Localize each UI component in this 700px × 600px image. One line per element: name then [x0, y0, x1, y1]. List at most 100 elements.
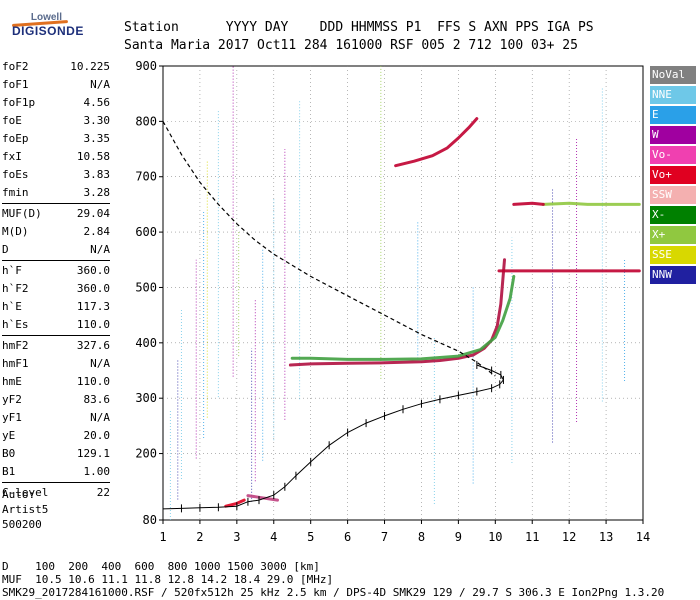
param-separator: [2, 482, 110, 483]
param-label: hmF2: [2, 339, 29, 352]
param-value: 3.28: [83, 186, 111, 199]
y-tick-label: 300: [135, 391, 157, 405]
param-value: 4.56: [83, 96, 111, 109]
param-label: B0: [2, 447, 16, 460]
auto-program: Artist5: [2, 503, 49, 516]
param-row: fxI 10.58: [2, 148, 110, 166]
header-line-labels: Station YYYY DAY DDD HHMMSS P1 FFS S AXN…: [124, 20, 594, 35]
muf-curve: [162, 121, 496, 377]
autoscaling-info: Auto: Artist5 500200: [2, 487, 48, 532]
param-row: foF1p 4.56: [2, 94, 110, 112]
param-row: B1 1.00: [2, 463, 110, 481]
direction-legend: NoVal NNE E W Vo- Vo+ SSW X- X+ SSE NNW: [650, 66, 696, 286]
legend-item-nne: NNE: [650, 86, 696, 104]
param-value: 360.0: [76, 282, 110, 295]
footer-info: D 100 200 400 600 800 1000 1500 3000 [km…: [2, 560, 664, 599]
param-row: foEp 3.35: [2, 130, 110, 148]
param-row: hmF2 327.6: [2, 337, 110, 355]
param-separator: [2, 335, 110, 336]
param-value: N/A: [90, 243, 110, 256]
legend-item-noval: NoVal: [650, 66, 696, 84]
param-row: h`F 360.0: [2, 262, 110, 280]
lowell-digisonde-logo: Lowell DIGISONDE: [6, 8, 83, 40]
param-value: 20.0: [83, 429, 111, 442]
param-label: D: [2, 243, 9, 256]
param-value: 29.04: [76, 207, 110, 220]
param-label: foE: [2, 114, 22, 127]
x-tick-label: 12: [562, 530, 576, 544]
param-value: N/A: [90, 411, 110, 424]
header-line-values: Santa Maria 2017 Oct11 284 161000 RSF 00…: [124, 38, 578, 53]
param-label: h`E: [2, 300, 22, 313]
legend-item-sse: SSE: [650, 246, 696, 264]
param-value: 129.1: [76, 447, 110, 460]
y-tick-label: 500: [135, 280, 157, 294]
param-row: hmE 110.0: [2, 373, 110, 391]
y-tick-label: 80: [143, 513, 157, 527]
x-tick-label: 6: [344, 530, 351, 544]
plot-frame: [162, 65, 644, 521]
param-label: h`F: [2, 264, 22, 277]
param-row: B0 129.1: [2, 445, 110, 463]
y-tick-label: 400: [135, 336, 157, 350]
logo-digisonde-text: DIGISONDE: [12, 24, 84, 38]
echo-trace-2: [394, 117, 479, 168]
distance-row: D 100 200 400 600 800 1000 1500 3000 [km…: [2, 560, 320, 573]
echo-trace-7: [512, 201, 545, 206]
param-label: M(D): [2, 225, 29, 238]
param-label: hmE: [2, 375, 22, 388]
param-value: 83.6: [83, 393, 111, 406]
x-tick-label: 4: [270, 530, 277, 544]
param-row: foF2 10.225: [2, 58, 110, 76]
param-row: fmin 3.28: [2, 184, 110, 202]
x-tick-label: 9: [455, 530, 462, 544]
x-tick-label: 5: [307, 530, 314, 544]
param-value: 360.0: [76, 264, 110, 277]
y-tick-label: 700: [135, 170, 157, 184]
param-value: 327.6: [76, 339, 110, 352]
param-row: hmF1 N/A: [2, 355, 110, 373]
param-value: 10.225: [70, 60, 110, 73]
param-label: h`Es: [2, 318, 29, 331]
param-label: fmin: [2, 186, 29, 199]
scaled-parameters-panel: foF2 10.225 foF1 N/A foF1p 4.56 foE 3.30 foEp 3.3…: [2, 58, 110, 502]
legend-item-x: X-: [650, 206, 696, 224]
param-row: h`F2 360.0: [2, 280, 110, 298]
x-tick-label: 8: [418, 530, 425, 544]
y-tick-label: 800: [135, 114, 157, 128]
x-tick-label: 2: [196, 530, 203, 544]
param-label: yE: [2, 429, 16, 442]
param-label: MUF(D): [2, 207, 42, 220]
param-value: 22: [96, 486, 110, 499]
param-row: foF1 N/A: [2, 76, 110, 94]
x-tick-label: 11: [525, 530, 539, 544]
x-tick-label: 7: [381, 530, 388, 544]
muf-row: MUF 10.5 10.6 11.1 11.8 12.8 14.2 18.4 2…: [2, 573, 334, 586]
legend-item-e: E: [650, 106, 696, 124]
legend-item-vo: Vo+: [650, 166, 696, 184]
logo-lowell-text: Lowell: [30, 12, 62, 23]
param-label: h`F2: [2, 282, 29, 295]
y-tick-label: 600: [135, 225, 157, 239]
echo-trace-6: [541, 201, 641, 206]
auto-label: Auto:: [2, 488, 36, 501]
param-label: yF2: [2, 393, 22, 406]
legend-item-vo: Vo-: [650, 146, 696, 164]
param-separator: [2, 260, 110, 261]
echo-trace-1: [290, 274, 516, 361]
legend-item-ssw: SSW: [650, 186, 696, 204]
param-row: D N/A: [2, 241, 110, 259]
legend-item-w: W: [650, 126, 696, 144]
echo-trace-0: [288, 258, 506, 367]
auto-version: 500200: [2, 518, 42, 531]
param-value: 2.84: [83, 225, 111, 238]
electron-density-profile: [162, 364, 504, 510]
param-label: foEp: [2, 132, 29, 145]
param-value: 1.00: [83, 465, 111, 478]
param-label: B1: [2, 465, 16, 478]
param-row: h`Es 110.0: [2, 316, 110, 334]
param-value: 110.0: [76, 375, 110, 388]
param-separator: [2, 203, 110, 204]
param-label: yF1: [2, 411, 22, 424]
